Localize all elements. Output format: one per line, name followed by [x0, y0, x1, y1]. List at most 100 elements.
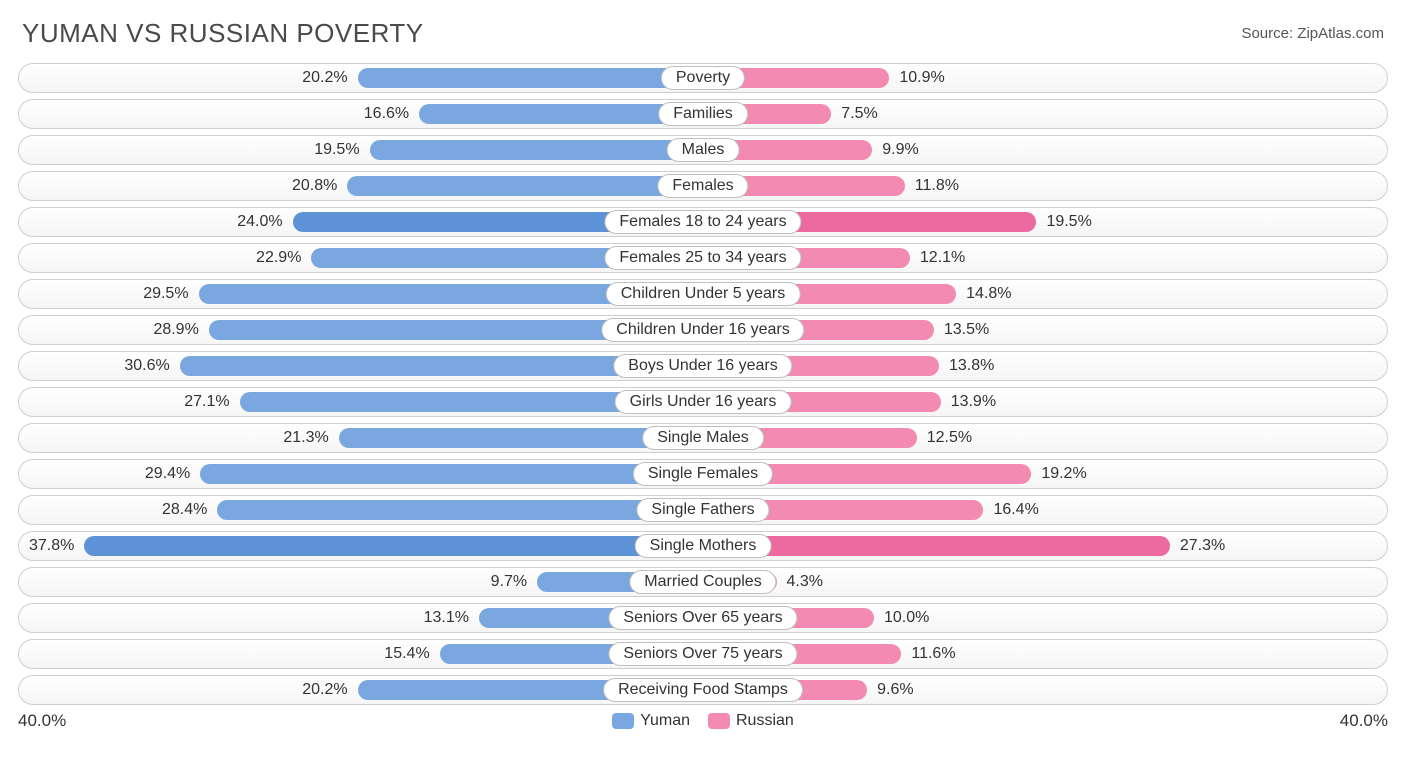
row-right-half: 9.6% [703, 676, 1387, 704]
row-right-half: 4.3% [703, 568, 1387, 596]
left-value-label: 22.9% [246, 249, 311, 267]
chart-source: Source: ZipAtlas.com [1241, 25, 1384, 42]
row-left-half: 29.4% [19, 460, 703, 488]
row-right-half: 13.5% [703, 316, 1387, 344]
row-right-half: 7.5% [703, 100, 1387, 128]
chart-row: 30.6%13.8%Boys Under 16 years [18, 351, 1388, 381]
row-left-half: 28.4% [19, 496, 703, 524]
row-left-half: 21.3% [19, 424, 703, 452]
chart-row: 28.4% 16.4% Single Fathers [18, 495, 1388, 525]
chart-row: 22.9%12.1%Females 25 to 34 years [18, 243, 1388, 273]
left-value-label: 13.1% [414, 609, 479, 627]
right-value-label: 11.8% [905, 177, 969, 195]
diverging-bar-chart: 20.2%10.9%Poverty16.6%7.5%Families19.5%9… [18, 63, 1388, 705]
row-left-half: 24.0% [19, 208, 703, 236]
chart-row: 15.4% 11.6% Seniors Over 75 years [18, 639, 1388, 669]
category-label: Single Males [642, 426, 764, 450]
row-left-half: 37.8% [19, 532, 703, 560]
left-value-label: 9.7% [481, 573, 537, 591]
left-value-label: 20.2% [292, 69, 357, 87]
right-value-label: 12.5% [917, 429, 982, 447]
left-value-label: 29.5% [133, 285, 198, 303]
chart-row: 20.2% 9.6% Receiving Food Stamps [18, 675, 1388, 705]
legend-label-left: Yuman [640, 712, 690, 730]
chart-row: 20.8% 11.8% Females [18, 171, 1388, 201]
right-value-label: 11.6% [901, 645, 965, 663]
left-value-label: 30.6% [114, 357, 179, 375]
row-right-half: 19.2% [703, 460, 1387, 488]
left-bar [347, 176, 703, 196]
left-bar [358, 68, 703, 88]
chart-header: YUMAN VS RUSSIAN POVERTY Source: ZipAtla… [18, 18, 1388, 49]
left-value-label: 27.1% [174, 393, 239, 411]
category-label: Poverty [661, 66, 745, 90]
row-right-half: 11.6% [703, 640, 1387, 668]
category-label: Females 25 to 34 years [604, 246, 801, 270]
right-value-label: 19.5% [1036, 213, 1101, 231]
chart-title: YUMAN VS RUSSIAN POVERTY [22, 18, 424, 49]
left-value-label: 21.3% [273, 429, 338, 447]
row-left-half: 29.5% [19, 280, 703, 308]
category-label: Males [667, 138, 740, 162]
row-left-half: 20.2% [19, 64, 703, 92]
category-label: Single Females [633, 462, 773, 486]
chart-row: 24.0% 19.5% Females 18 to 24 years [18, 207, 1388, 237]
left-value-label: 29.4% [135, 465, 200, 483]
right-value-label: 16.4% [983, 501, 1048, 519]
right-value-label: 9.6% [867, 681, 923, 699]
category-label: Seniors Over 75 years [608, 642, 797, 666]
right-value-label: 10.9% [889, 69, 954, 87]
left-value-label: 28.4% [152, 501, 217, 519]
legend-swatch-right [708, 713, 730, 729]
chart-row: 9.7% 4.3%Married Couples [18, 567, 1388, 597]
row-right-half: 10.9% [703, 64, 1387, 92]
row-right-half: 13.9% [703, 388, 1387, 416]
category-label: Families [658, 102, 748, 126]
row-right-half: 11.8% [703, 172, 1387, 200]
category-label: Children Under 16 years [601, 318, 804, 342]
row-right-half: 13.8% [703, 352, 1387, 380]
category-label: Seniors Over 65 years [608, 606, 797, 630]
axis-max-left: 40.0% [18, 711, 66, 731]
category-label: Single Fathers [636, 498, 769, 522]
left-bar [200, 464, 703, 484]
left-bar [84, 536, 703, 556]
legend-swatch-left [612, 713, 634, 729]
chart-row: 28.9%13.5%Children Under 16 years [18, 315, 1388, 345]
row-left-half: 22.9% [19, 244, 703, 272]
left-value-label: 37.8% [19, 537, 84, 555]
row-left-half: 27.1% [19, 388, 703, 416]
legend-item-left: Yuman [612, 712, 690, 730]
chart-row: 19.5%9.9%Males [18, 135, 1388, 165]
row-left-half: 15.4% [19, 640, 703, 668]
category-label: Married Couples [629, 570, 776, 594]
right-value-label: 10.0% [874, 609, 939, 627]
legend-item-right: Russian [708, 712, 794, 730]
category-label: Females [657, 174, 748, 198]
chart-row: 20.2% 10.9% Poverty [18, 63, 1388, 93]
row-right-half: 19.5% [703, 208, 1387, 236]
left-value-label: 20.8% [282, 177, 347, 195]
row-right-half: 10.0% [703, 604, 1387, 632]
left-bar [217, 500, 703, 520]
chart-row: 21.3% 12.5% Single Males [18, 423, 1388, 453]
row-left-half: 9.7% [19, 568, 703, 596]
row-left-half: 20.2% [19, 676, 703, 704]
row-left-half: 13.1% [19, 604, 703, 632]
category-label: Children Under 5 years [606, 282, 801, 306]
category-label: Receiving Food Stamps [603, 678, 803, 702]
row-right-half: 16.4% [703, 496, 1387, 524]
category-label: Females 18 to 24 years [604, 210, 801, 234]
category-label: Girls Under 16 years [615, 390, 792, 414]
chart-row: 16.6%7.5%Families [18, 99, 1388, 129]
row-left-half: 20.8% [19, 172, 703, 200]
axis-max-right: 40.0% [1340, 711, 1388, 731]
legend: Yuman Russian [66, 712, 1340, 730]
row-right-half: 27.3% [703, 532, 1387, 560]
row-left-half: 19.5% [19, 136, 703, 164]
chart-row: 29.4% 19.2%Single Females [18, 459, 1388, 489]
chart-row: 37.8%27.3%Single Mothers [18, 531, 1388, 561]
left-value-label: 19.5% [304, 141, 369, 159]
right-value-label: 13.5% [934, 321, 999, 339]
legend-label-right: Russian [736, 712, 794, 730]
